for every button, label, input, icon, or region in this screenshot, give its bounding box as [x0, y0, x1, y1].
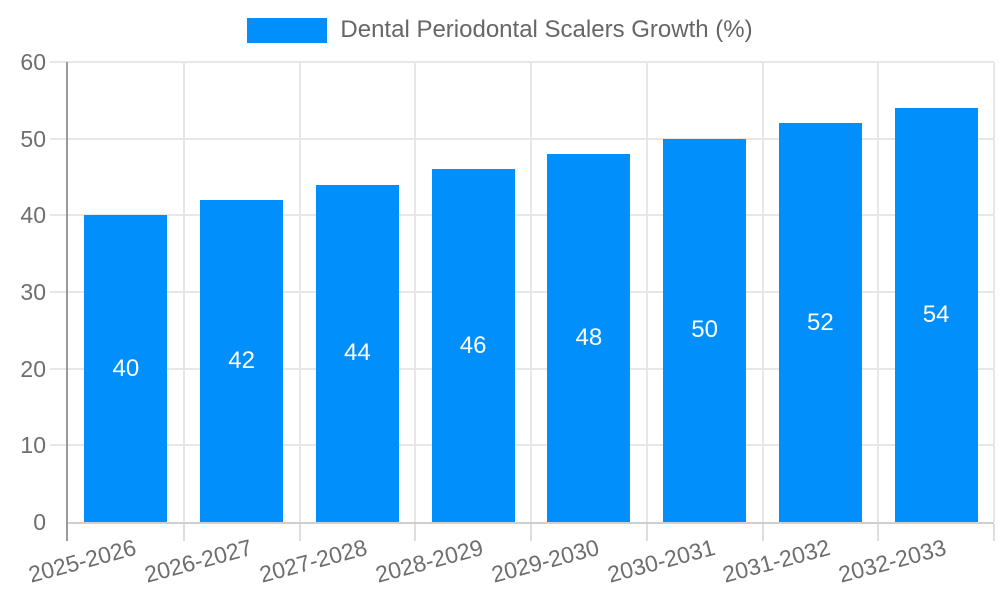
y-tick-label: 20	[20, 355, 46, 382]
legend-swatch	[247, 17, 328, 43]
x-tick-label: 2027-2028	[257, 534, 371, 588]
x-tick-label: 2029-2030	[488, 534, 602, 588]
bar-2031-2032[interactable]	[778, 123, 862, 522]
x-gridline	[645, 62, 648, 522]
bar-2027-2028[interactable]	[315, 184, 399, 522]
x-axis-line	[68, 522, 994, 524]
x-gridline	[761, 62, 764, 522]
y-tick-label: 10	[20, 432, 46, 459]
bar-2030-2031[interactable]	[663, 138, 747, 522]
x-gridline	[298, 62, 301, 522]
x-axis-tick	[182, 524, 185, 541]
y-tick-label: 50	[20, 125, 46, 152]
x-tick-label: 2032-2033	[835, 534, 949, 588]
x-gridline	[877, 62, 880, 522]
legend-label: Dental Periodontal Scalers Growth (%)	[340, 16, 753, 43]
bar-2025-2026[interactable]	[84, 215, 168, 522]
x-tick-label: 2028-2029	[372, 534, 486, 588]
x-gridline	[530, 62, 532, 522]
bar-2026-2027[interactable]	[200, 200, 284, 522]
y-axis-line	[66, 62, 68, 541]
legend-item[interactable]: Dental Periodontal Scalers Growth (%)	[0, 16, 1000, 44]
x-axis-tick	[645, 524, 648, 541]
x-tick-label: 2031-2032	[720, 534, 834, 588]
x-tick-label: 2025-2026	[25, 534, 139, 588]
y-gridline	[50, 291, 994, 293]
x-tick-label: 2026-2027	[141, 534, 255, 588]
y-tick-label: 60	[20, 49, 46, 75]
x-gridline	[993, 62, 995, 522]
y-gridline	[50, 61, 994, 63]
x-tick-label: 2030-2031	[604, 534, 718, 588]
x-axis-tick	[993, 524, 995, 541]
x-axis-tick	[877, 524, 880, 541]
y-gridline	[50, 444, 994, 447]
y-gridline	[50, 137, 994, 140]
bar-2028-2029[interactable]	[431, 169, 515, 522]
y-gridline	[50, 214, 994, 217]
bar-2032-2033[interactable]	[894, 108, 978, 522]
x-axis-tick	[761, 524, 764, 541]
x-axis-tick	[298, 524, 301, 541]
y-gridline	[50, 367, 994, 370]
x-gridline	[182, 62, 185, 522]
y-tick-label: 30	[20, 279, 46, 305]
x-gridline	[414, 62, 417, 522]
x-axis-tick	[530, 524, 532, 541]
x-axis-tick	[414, 524, 417, 541]
y-tick-label: 40	[20, 202, 46, 229]
y-tick-label: 0	[33, 509, 46, 535]
bar-2029-2030[interactable]	[547, 154, 631, 522]
